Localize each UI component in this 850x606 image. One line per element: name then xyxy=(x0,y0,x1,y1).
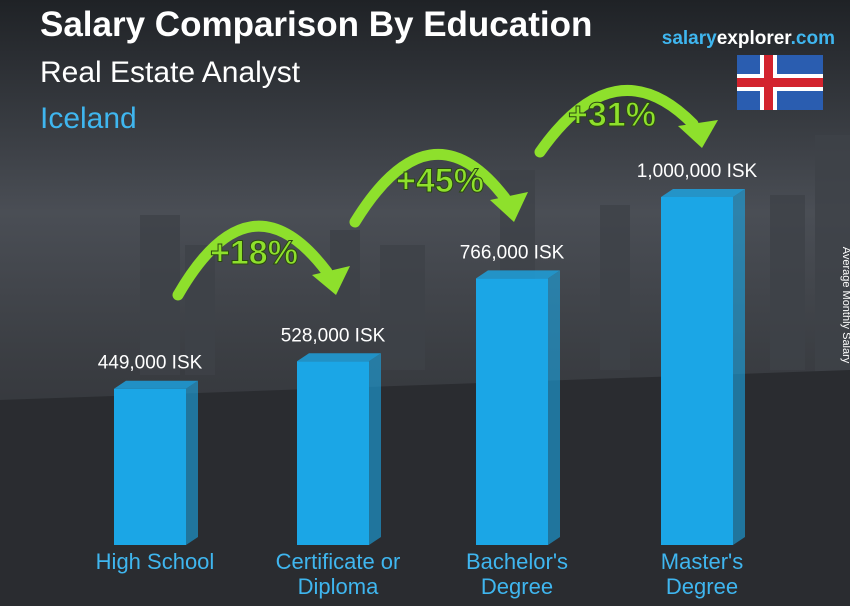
bar-top xyxy=(297,353,381,362)
brand-part: .com xyxy=(791,28,835,49)
annotations: +18% +45% +31% xyxy=(210,96,657,273)
x-tick-label: High School xyxy=(95,549,215,574)
bar-side xyxy=(548,270,560,545)
brand: salaryexplorer.com xyxy=(662,28,835,49)
arrow xyxy=(349,148,511,228)
arrow-head xyxy=(312,266,350,295)
brand-part: explorer xyxy=(717,28,793,49)
skyline xyxy=(140,135,850,375)
bar xyxy=(476,278,548,545)
x-tick-label: Certificate or Diploma xyxy=(275,549,401,599)
flag xyxy=(737,55,823,110)
bar-top xyxy=(661,189,745,197)
bar xyxy=(114,388,186,545)
annotation: +18% xyxy=(210,234,298,272)
arrow-head xyxy=(678,120,718,148)
value-label: 766,000 ISK xyxy=(460,242,565,263)
x-tick-label: Master's Degree xyxy=(660,549,744,599)
bar-top xyxy=(476,270,560,279)
arrow xyxy=(172,220,333,301)
bar-side xyxy=(733,189,745,545)
bar-side xyxy=(369,353,381,545)
bar xyxy=(661,197,733,545)
arrow-heads xyxy=(312,120,718,295)
x-tick-label: Bachelor's Degree xyxy=(465,549,569,599)
road xyxy=(0,370,850,606)
country: Iceland xyxy=(40,102,137,135)
y-axis-label: Average Monthly Salary xyxy=(840,247,850,364)
value-label: 1,000,000 ISK xyxy=(637,161,758,182)
value-label: 528,000 ISK xyxy=(281,325,386,346)
bar-side xyxy=(186,380,198,545)
annotation: +45% xyxy=(396,162,484,200)
subtitle: Real Estate Analyst xyxy=(40,56,301,89)
title: Salary Comparison By Education xyxy=(40,5,592,44)
bar-top xyxy=(114,380,198,389)
arrow-head xyxy=(490,192,528,222)
value-label: 449,000 ISK xyxy=(98,353,203,374)
annotation: +31% xyxy=(568,96,656,134)
bar xyxy=(297,361,369,545)
brand-part: salary xyxy=(662,28,717,49)
arrows xyxy=(172,85,699,301)
arrow xyxy=(534,85,699,158)
